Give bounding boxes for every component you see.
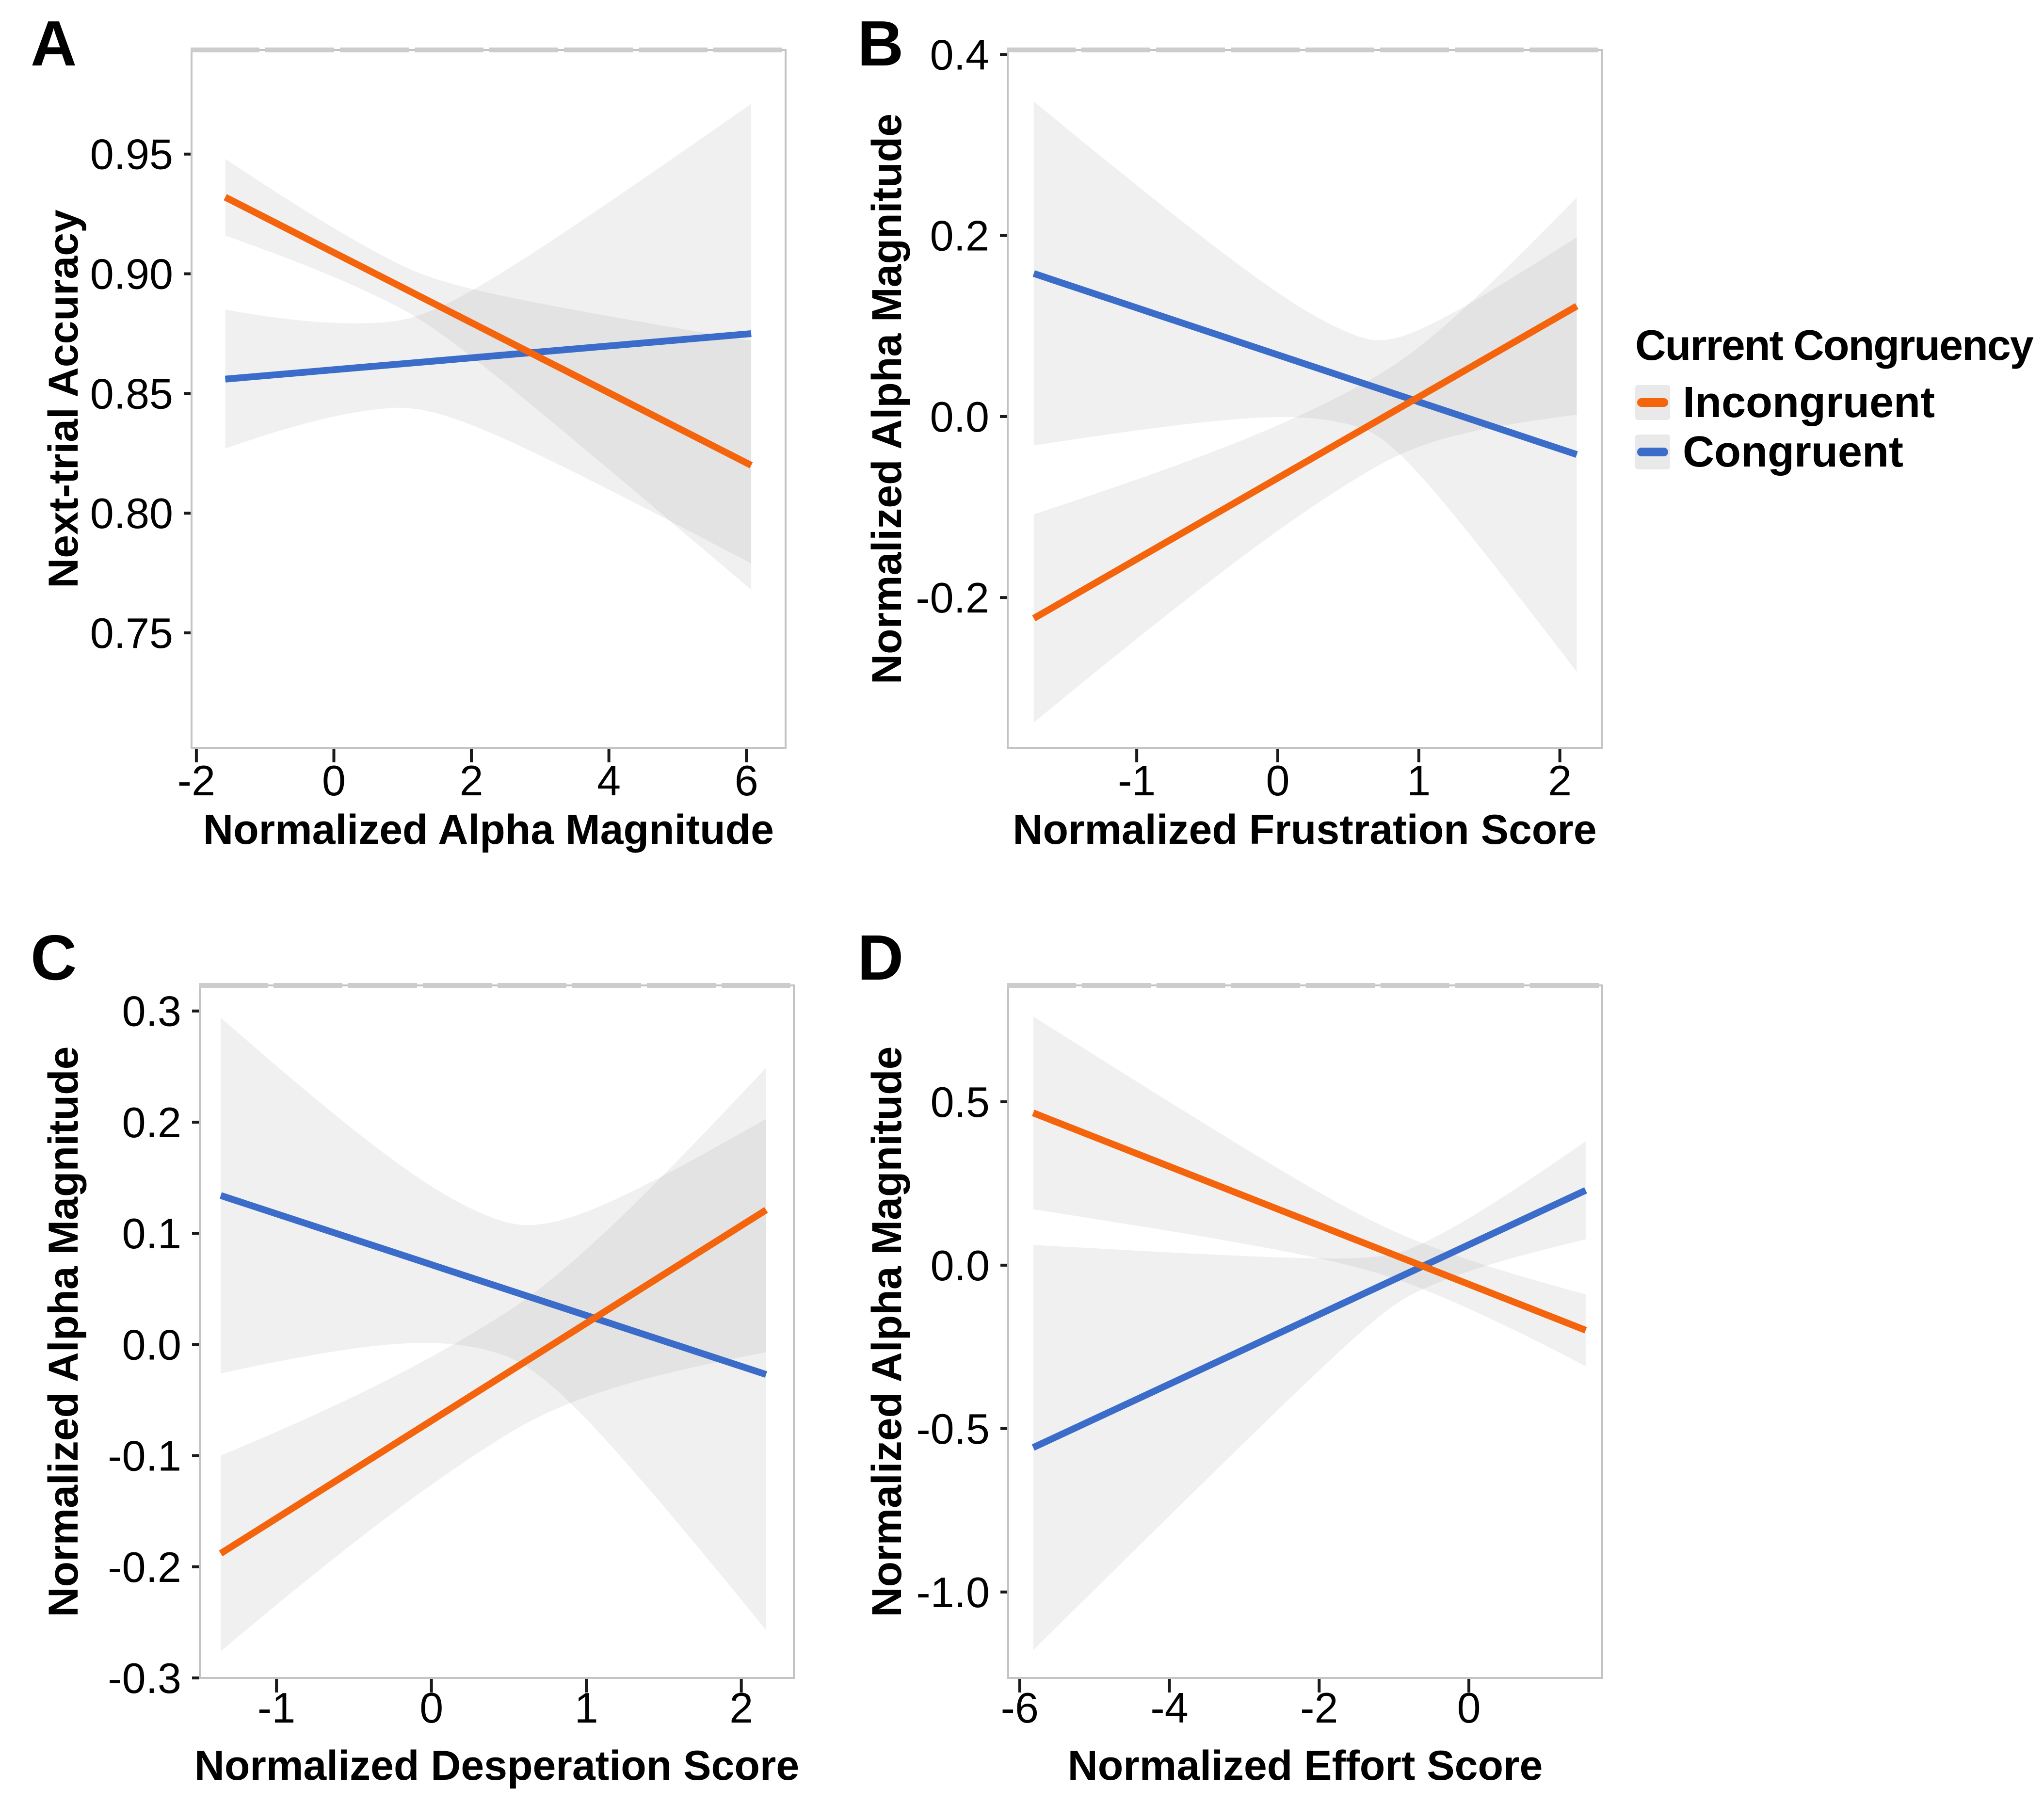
- y-tick-label: -0.2: [916, 574, 989, 622]
- x-tick-label: 0: [1266, 757, 1289, 805]
- panel-letter: C: [31, 922, 77, 993]
- panel-letter: A: [31, 8, 77, 79]
- y-tick-label: -0.5: [916, 1405, 990, 1453]
- x-tick-label: 1: [1407, 757, 1431, 805]
- panel-b: -1 0 1 2 -0.2 0.0 0.2 0.4 Normalized Frustration…: [857, 8, 1603, 853]
- x-tick-label: -2: [177, 757, 215, 805]
- y-tick-label: 0.95: [90, 130, 173, 178]
- x-tick-label: -4: [1150, 1684, 1188, 1732]
- ci-band-congruent: [1033, 1141, 1586, 1650]
- incongruent-line-swatch-icon: [1637, 398, 1668, 407]
- y-tick-label: -0.2: [108, 1543, 181, 1591]
- x-tick-label: -6: [1001, 1684, 1039, 1732]
- y-tick-label: 0.1: [122, 1209, 181, 1257]
- x-tick-label: 1: [575, 1684, 598, 1732]
- y-tick-label: 0.75: [90, 609, 173, 657]
- y-tick-label: -1.0: [916, 1568, 990, 1616]
- y-tick-label: -0.3: [108, 1654, 181, 1702]
- y-tick-label: 0.3: [122, 987, 181, 1035]
- trend-line-congruent: [219, 1192, 767, 1378]
- x-tick-label: 2: [729, 1684, 753, 1732]
- y-tick-label: 0.2: [122, 1098, 181, 1146]
- y-axis-title: Normalized Alpha Magnitude: [40, 1047, 87, 1617]
- legend-key-incongruent: [1635, 385, 1670, 420]
- x-tick-label: -1: [258, 1684, 295, 1732]
- panel-c: -1 0 1 2 -0.3 -0.2 -0.1 0.0 0.1 0.2 0.3 Normalized …: [31, 922, 799, 1789]
- x-tick-label: 0: [1457, 1684, 1481, 1732]
- plot-border: [1007, 984, 1603, 1679]
- panel-letter: D: [857, 922, 903, 993]
- x-axis-title: Normalized Alpha Magnitude: [203, 806, 774, 853]
- ci-band-congruent: [221, 1017, 766, 1630]
- trend-line-incongruent: [1032, 1110, 1587, 1334]
- legend-item-incongruent: Incongruent: [1635, 381, 2043, 424]
- y-axis-title: Normalized Alpha Magnitude: [864, 113, 910, 684]
- y-axis-title: Next-trial Accuracy: [40, 210, 87, 588]
- trend-line-incongruent: [219, 1207, 768, 1557]
- y-tick-label: 0.5: [931, 1078, 990, 1126]
- trend-line-congruent: [225, 330, 752, 383]
- panel-a: -2 0 2 4 6 0.75 0.80 0.85 0.90 0.95 Normalized Alp…: [31, 8, 787, 853]
- trend-line-incongruent: [224, 194, 753, 468]
- x-tick-label: 2: [460, 757, 483, 805]
- ci-band-incongruent: [221, 1067, 766, 1651]
- plot-border: [1007, 49, 1603, 749]
- y-tick-label: -0.1: [108, 1432, 181, 1480]
- trend-line-incongruent: [1032, 303, 1579, 622]
- ci-band-congruent: [1033, 101, 1577, 672]
- legend-item-congruent: Congruent: [1635, 430, 2043, 474]
- y-tick-label: 0.80: [90, 489, 173, 537]
- y-tick-label: 0.90: [90, 250, 173, 298]
- panel-d: -6 -4 -2 0 -1.0 -0.5 0.0 0.5 Normalized Effort S…: [857, 922, 1603, 1789]
- legend: Current Congruency Incongruent Congruent: [1635, 322, 2043, 484]
- trend-line-congruent: [1032, 270, 1578, 458]
- y-tick-label: 0.0: [122, 1321, 181, 1369]
- x-tick-label: -1: [1118, 757, 1156, 805]
- congruent-line-swatch-icon: [1637, 448, 1668, 456]
- legend-key-congruent: [1635, 435, 1670, 469]
- plot-border: [199, 984, 795, 1679]
- plot-border: [191, 49, 787, 749]
- y-axis-title: Normalized Alpha Magnitude: [864, 1047, 910, 1617]
- y-tick-label: 0.0: [931, 1241, 990, 1289]
- x-tick-label: 6: [735, 757, 758, 805]
- x-tick-label: 0: [419, 1684, 443, 1732]
- x-tick-label: -2: [1300, 1684, 1338, 1732]
- legend-label-incongruent: Incongruent: [1683, 378, 1935, 427]
- y-tick-label: 0.4: [930, 31, 989, 79]
- x-tick-label: 0: [322, 757, 346, 805]
- y-tick-label: 0.85: [90, 370, 173, 418]
- x-axis-title: Normalized Desperation Score: [194, 1742, 799, 1789]
- panel-letter: B: [857, 8, 903, 79]
- x-tick-label: 4: [597, 757, 621, 805]
- x-tick-label: 2: [1548, 757, 1572, 805]
- legend-label-congruent: Congruent: [1683, 428, 1903, 476]
- trend-line-congruent: [1031, 1187, 1587, 1451]
- y-tick-label: 0.0: [930, 393, 989, 441]
- legend-title: Current Congruency: [1635, 321, 2034, 369]
- x-axis-title: Normalized Frustration Score: [1013, 806, 1596, 853]
- y-tick-label: 0.2: [930, 212, 989, 260]
- x-axis-title: Normalized Effort Score: [1068, 1742, 1543, 1789]
